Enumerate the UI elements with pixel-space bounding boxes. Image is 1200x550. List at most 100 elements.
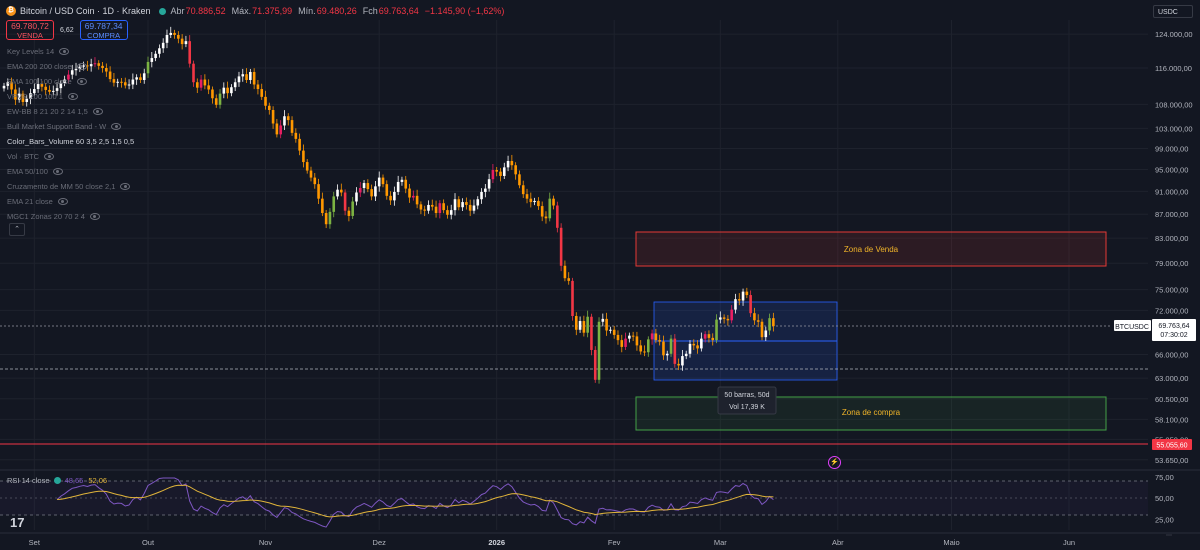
eye-icon[interactable] [57, 198, 68, 205]
buy-price: 69.787,34 [84, 21, 123, 31]
indicator-item[interactable]: EMA 21 close [7, 194, 134, 209]
indicator-item[interactable]: Key Levels 14 [7, 44, 134, 59]
indicator-item[interactable]: Bull Market Support Band - W [7, 119, 134, 134]
sell-zone[interactable] [635, 231, 1107, 267]
chart-grid [0, 20, 1148, 530]
rsi-legend: RSI 14 close 48,65 52,06 [7, 476, 107, 485]
candle-body [222, 87, 226, 94]
eye-icon[interactable] [76, 78, 87, 85]
candle-body [753, 313, 756, 321]
candle-body [241, 74, 245, 77]
indicator-item[interactable]: EMA 200 200 close [7, 59, 134, 74]
rsi-label[interactable]: RSI 14 close [7, 476, 50, 485]
candle-body [506, 161, 510, 168]
indicator-item[interactable]: EMA 50/100 [7, 164, 134, 179]
collapse-legend-button[interactable]: ⌃ [9, 223, 25, 236]
y-tick-label: 116.000,00 [1155, 64, 1192, 73]
candle-body [400, 179, 404, 182]
y-tick-label: 103.000,00 [1155, 124, 1193, 133]
indicator-item[interactable]: EW-BB 8 21 20 2 14 1,5 [7, 104, 134, 119]
rsi-value: 48,65 [64, 476, 84, 485]
candle-body [89, 64, 93, 67]
y-tick-label: 99.000,00 [1155, 145, 1188, 154]
eye-icon[interactable] [44, 153, 55, 160]
rsi-ma-line[interactable] [57, 484, 774, 518]
candle-body [396, 181, 400, 192]
price-axis[interactable]: 124.000,00 116.000,00 108.000,00 103.000,00… [1155, 30, 1193, 465]
candle-body [101, 65, 104, 69]
candle-body [502, 167, 506, 176]
candle-body [347, 210, 351, 216]
open-value: 70.886,52 [185, 6, 226, 16]
x-tick-label: Nov [259, 538, 273, 547]
buy-zone[interactable] [635, 396, 1107, 431]
candle-body [332, 196, 336, 212]
eye-icon[interactable] [111, 123, 122, 130]
buy-label: COMPRA [87, 31, 121, 40]
candle-body [741, 291, 745, 301]
candle-body [290, 120, 294, 133]
candle-body [203, 79, 207, 86]
candle-body [650, 333, 654, 340]
eye-icon[interactable] [89, 213, 100, 220]
time-axis[interactable]: Set Out Nov Dez 2026 Fev Mar Abr Maio Jun [0, 532, 1200, 547]
indicator-item[interactable]: SMA 100 100 close [7, 74, 134, 89]
candle-body [635, 336, 639, 346]
candle-body [343, 192, 347, 211]
candle-body [105, 68, 108, 72]
eye-icon[interactable] [76, 63, 87, 70]
rsi-axis[interactable]: 75,00 50,00 25,00 [1155, 473, 1174, 525]
candle-body [59, 83, 63, 89]
candle-body [518, 174, 521, 186]
candle-body [268, 105, 271, 111]
candle-body [233, 82, 237, 88]
x-tick-label: Set [29, 538, 41, 547]
alert-bolt-icon[interactable]: ⚡ [828, 456, 841, 469]
y-tick-label: 95.000,00 [1155, 165, 1188, 174]
candle-body [305, 162, 309, 171]
eye-icon[interactable] [120, 183, 131, 190]
indicator-item[interactable]: VPVR 200 100 1 [7, 89, 134, 104]
rsi-pane[interactable] [0, 469, 1200, 528]
candle-body [381, 177, 385, 185]
candle-body [567, 278, 571, 281]
chart-header: ₿ Bitcoin / USD Coin · 1D · Kraken Abr 7… [6, 4, 510, 18]
measure-bars: 50 barras, 50d [724, 392, 769, 399]
candle-body [173, 32, 176, 35]
candle-body [139, 77, 142, 80]
currency-selector[interactable]: USDC [1153, 5, 1193, 18]
axis-menu-icon[interactable]: ⋯ [1166, 533, 1172, 539]
x-tick-label: Dez [373, 538, 387, 547]
high-value: 71.375,99 [252, 6, 293, 16]
candle-body [643, 351, 646, 353]
buy-button[interactable]: 69.787,34 COMPRA [79, 20, 128, 40]
candle-body [218, 93, 222, 105]
candle-body [286, 116, 290, 121]
eye-icon[interactable] [92, 108, 103, 115]
y-tick-label: 83.000,00 [1155, 234, 1188, 243]
indicator-item[interactable]: MGC1 Zonas 20 70 2 4 [7, 209, 134, 224]
rsi-ma-value: 52,06 [88, 476, 108, 485]
indicator-item[interactable]: Cruzamento de MM 50 close 2,1 [7, 179, 134, 194]
candle-body [480, 191, 483, 200]
level-tag: 55.055,60 [1156, 443, 1187, 450]
y-tick-label: 53.650,00 [1155, 456, 1188, 465]
candle-body [150, 58, 154, 62]
symbol-title[interactable]: Bitcoin / USD Coin · 1D · Kraken [20, 6, 151, 16]
candle-body [135, 77, 138, 80]
candle-body [389, 195, 392, 201]
candle-body [283, 116, 286, 126]
indicator-item[interactable]: Vol · BTC [7, 149, 134, 164]
indicator-item[interactable]: Color_Bars_Volume 60 3,5 2,5 1,5 0,5 [7, 137, 135, 146]
candle-body [631, 335, 635, 337]
eye-icon[interactable] [52, 168, 63, 175]
sell-button[interactable]: 69.780,72 VENDA [6, 20, 54, 40]
eye-icon[interactable] [67, 93, 78, 100]
market-status-icon [158, 7, 166, 15]
candle-body [370, 189, 373, 197]
candle-body [756, 320, 760, 322]
candle-body [362, 183, 366, 189]
eye-icon[interactable] [59, 48, 70, 55]
y-tick-label: 58.100,00 [1155, 415, 1188, 424]
